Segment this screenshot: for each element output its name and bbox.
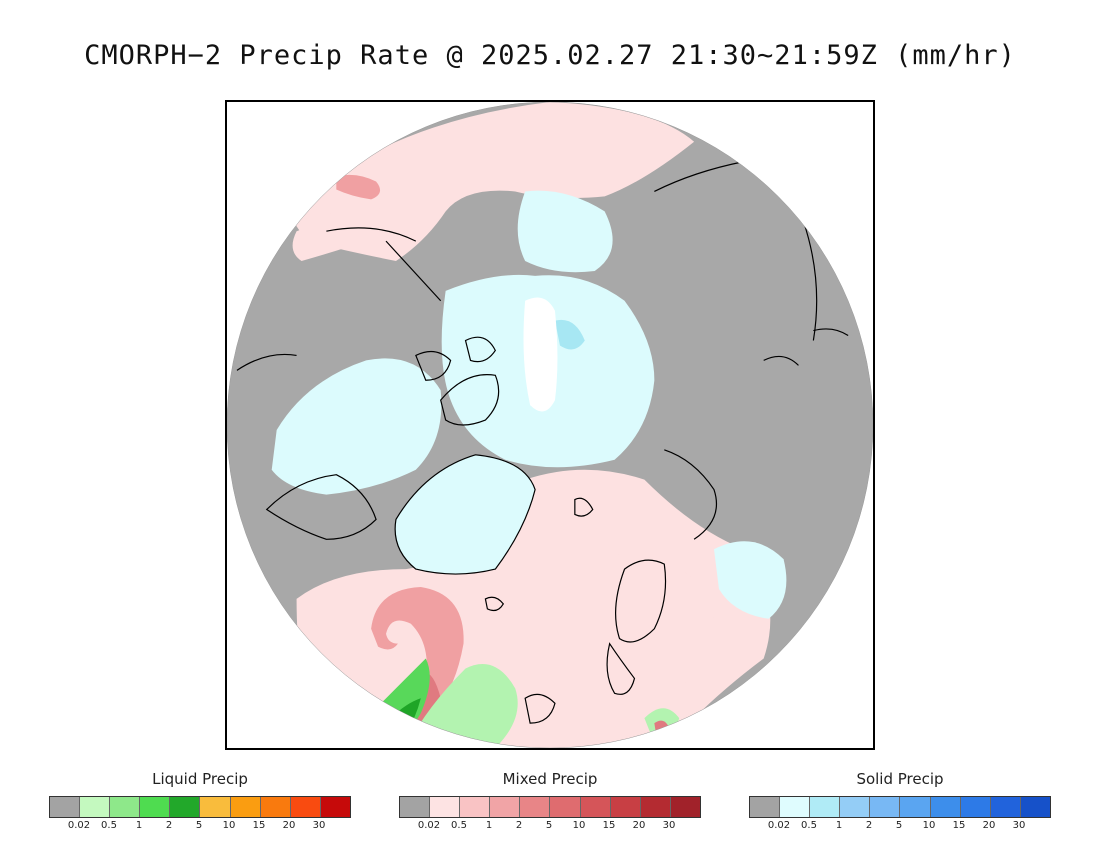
legend-ticks: 0.02 0.5 1 2 5 10 15 20 30 <box>749 820 1049 834</box>
legend-swatch <box>960 797 991 817</box>
legend-swatch <box>290 797 321 817</box>
legend-tick-label: 0.5 <box>451 820 467 831</box>
legend-tick-label: 10 <box>922 820 936 831</box>
legend-tick-label: 30 <box>312 820 326 831</box>
legend-tick-label: 20 <box>632 820 646 831</box>
legend-tick-label: 15 <box>952 820 966 831</box>
map-frame <box>225 100 875 750</box>
coastlines <box>236 161 849 724</box>
legend-color-bar <box>399 796 701 818</box>
solid-precip-siberia-east <box>517 190 613 273</box>
solid-precip-greenland <box>395 454 536 575</box>
legend-swatch <box>490 797 521 817</box>
legend-swatch <box>200 797 231 817</box>
legend-tick-label: 5 <box>545 820 553 831</box>
legend-tick-label: 2 <box>515 820 523 831</box>
mixed-precip-heavy-north <box>336 174 381 200</box>
legend-tick-label: 0.5 <box>101 820 117 831</box>
legend-tick-label: 20 <box>982 820 996 831</box>
map-title: CMORPH−2 Precip Rate @ 2025.02.27 21:30~… <box>84 40 1016 71</box>
legend-swatch <box>840 797 871 817</box>
legend-swatch <box>930 797 961 817</box>
legend-swatch <box>260 797 291 817</box>
legend-tick-label: 1 <box>835 820 843 831</box>
legend-swatch <box>430 797 461 817</box>
legend-tick-label: 0.02 <box>767 820 791 831</box>
legend-tick-label: 30 <box>662 820 676 831</box>
legend-swatch <box>460 797 491 817</box>
legend-tick-label: 5 <box>895 820 903 831</box>
legend-mixed-precip: Mixed Precip 0.02 0.5 1 2 5 10 15 20 30 <box>399 770 701 840</box>
legend-ticks: 0.02 0.5 1 2 5 10 15 20 30 <box>49 820 349 834</box>
legend-tick-label: 0.5 <box>801 820 817 831</box>
legend-tick-label: 15 <box>602 820 616 831</box>
legend-swatch <box>900 797 931 817</box>
legend-swatch <box>110 797 141 817</box>
legend-swatch <box>610 797 641 817</box>
legend-swatch <box>140 797 171 817</box>
legend-tick-label: 0.02 <box>67 820 91 831</box>
legend-swatch <box>670 797 700 817</box>
legend-swatch <box>80 797 111 817</box>
legend-color-bar <box>749 796 1051 818</box>
legend-tick-label: 1 <box>485 820 493 831</box>
legend-swatch <box>550 797 581 817</box>
legend-title: Mixed Precip <box>502 770 598 788</box>
mixed-precip-region-north <box>286 102 695 262</box>
legend-tick-label: 5 <box>195 820 203 831</box>
legend-tick-label: 30 <box>1012 820 1026 831</box>
solid-precip-canada <box>271 358 442 495</box>
legend-swatch <box>400 797 431 817</box>
legend-title: Liquid Precip <box>152 770 248 788</box>
legend-swatch <box>990 797 1021 817</box>
legend-swatch <box>870 797 901 817</box>
legend-swatch <box>640 797 671 817</box>
legend-solid-precip: Solid Precip 0.02 0.5 1 2 5 10 15 20 30 <box>749 770 1051 840</box>
legend-tick-label: 2 <box>865 820 873 831</box>
legend-swatch <box>230 797 261 817</box>
legend-swatch <box>1020 797 1050 817</box>
legend-swatch <box>780 797 811 817</box>
legend-tick-label: 15 <box>252 820 266 831</box>
mixed-precip-region-scandinavia <box>604 552 717 699</box>
no-data-pole <box>523 297 558 412</box>
legend-liquid-precip: Liquid Precip 0.02 0.5 1 2 5 10 15 20 30 <box>49 770 351 840</box>
legend-ticks: 0.02 0.5 1 2 5 10 15 20 30 <box>399 820 699 834</box>
legend-tick-label: 0.02 <box>417 820 441 831</box>
legend-tick-label: 1 <box>135 820 143 831</box>
legend-swatch <box>170 797 201 817</box>
legend-swatch <box>50 797 81 817</box>
solid-precip-moderate <box>554 319 585 350</box>
polar-precip-map <box>227 102 873 748</box>
legend-color-bar <box>49 796 351 818</box>
legend-tick-label: 2 <box>165 820 173 831</box>
legend-swatch <box>810 797 841 817</box>
legend-swatch <box>750 797 781 817</box>
legend-tick-label: 20 <box>282 820 296 831</box>
legend-swatch <box>320 797 350 817</box>
legend-swatch <box>520 797 551 817</box>
legend-tick-label: 10 <box>572 820 586 831</box>
solid-precip-russia <box>713 541 787 619</box>
legend-swatch <box>580 797 611 817</box>
legend-title: Solid Precip <box>856 770 944 788</box>
legend-tick-label: 10 <box>222 820 236 831</box>
mixed-precip-region-alaska <box>292 191 380 262</box>
